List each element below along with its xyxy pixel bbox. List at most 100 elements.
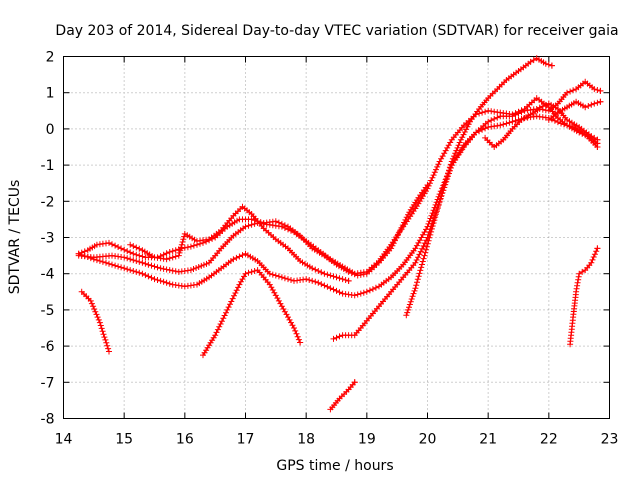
data-point-marker — [405, 306, 412, 313]
data-point-marker — [124, 255, 131, 262]
data-point-marker — [268, 284, 275, 291]
data-point-marker — [354, 291, 361, 298]
data-point-marker — [590, 254, 597, 260]
data-point-marker — [497, 122, 504, 129]
data-point-marker — [169, 248, 176, 255]
data-point-marker — [166, 255, 173, 262]
data-point-marker — [309, 277, 316, 284]
data-point-marker — [574, 279, 581, 286]
data-point-marker — [421, 240, 428, 247]
data-point-marker — [121, 254, 128, 261]
data-point-marker — [430, 172, 437, 179]
data-point-marker — [414, 276, 421, 283]
data-point-marker — [213, 329, 220, 336]
data-point-marker — [436, 158, 443, 165]
data-point-marker — [102, 336, 109, 343]
data-point-marker — [233, 254, 240, 261]
x-tick-label: 16 — [176, 432, 194, 448]
data-point-marker — [413, 257, 420, 263]
series-track-8 — [327, 379, 358, 413]
y-tick-label: 2 — [46, 50, 55, 66]
data-point-marker — [407, 298, 414, 305]
data-point-marker — [459, 134, 466, 141]
data-point-marker — [251, 220, 258, 227]
data-point-marker — [105, 345, 112, 352]
data-point-marker — [118, 264, 125, 271]
data-point-marker — [133, 244, 140, 251]
data-point-marker — [315, 268, 322, 274]
y-tick-label: -5 — [41, 303, 55, 319]
y-tick-label: -7 — [41, 375, 55, 391]
data-point-marker — [330, 273, 337, 280]
data-point-marker — [413, 242, 420, 249]
data-point-marker — [447, 161, 454, 168]
data-point-marker — [455, 142, 462, 149]
data-point-marker — [500, 121, 507, 128]
data-point-marker — [281, 225, 288, 231]
data-point-marker — [91, 306, 98, 312]
data-point-marker — [363, 288, 370, 295]
data-point-marker — [416, 251, 423, 258]
data-point-marker — [419, 245, 426, 252]
data-point-marker — [479, 109, 486, 116]
data-point-marker — [239, 252, 246, 259]
data-point-marker — [414, 279, 420, 286]
data-point-marker — [312, 266, 319, 273]
data-point-marker — [321, 270, 328, 277]
data-point-marker — [476, 128, 483, 135]
data-point-marker — [169, 267, 176, 274]
data-point-marker — [281, 275, 288, 282]
data-point-marker — [428, 228, 435, 235]
data-point-marker — [130, 243, 137, 250]
data-point-marker — [430, 220, 437, 226]
data-point-marker — [432, 214, 439, 221]
data-point-marker — [291, 325, 297, 331]
data-point-marker — [312, 278, 319, 285]
data-point-marker — [433, 166, 439, 173]
x-tick-label: 15 — [115, 432, 133, 448]
y-tick-label: 0 — [46, 122, 55, 138]
grid — [63, 56, 610, 419]
data-point-marker — [406, 301, 413, 308]
data-point-marker — [90, 303, 97, 310]
data-point-marker — [512, 110, 519, 117]
data-point-marker — [426, 234, 433, 241]
data-point-marker — [435, 202, 442, 209]
series-track-1 — [75, 182, 431, 279]
data-point-marker — [151, 263, 158, 270]
data-point-marker — [444, 173, 451, 179]
data-point-marker — [567, 88, 574, 95]
data-point-marker — [235, 284, 242, 291]
data-point-marker — [220, 315, 227, 322]
data-point-marker — [423, 246, 430, 253]
data-point-marker — [241, 273, 247, 280]
data-point-marker — [408, 296, 415, 302]
data-point-marker — [195, 264, 202, 270]
data-point-marker — [124, 248, 131, 255]
data-point-marker — [181, 233, 188, 240]
data-point-marker — [166, 267, 173, 274]
data-point-marker — [133, 251, 140, 258]
data-point-marker — [447, 139, 454, 146]
data-point-marker — [242, 270, 249, 277]
data-point-marker — [512, 117, 519, 124]
data-point-marker — [591, 100, 598, 107]
data-point-marker — [473, 129, 479, 136]
data-point-marker — [236, 281, 243, 288]
data-point-marker — [214, 326, 221, 333]
data-point-marker — [98, 325, 105, 332]
data-point-marker — [457, 136, 464, 143]
data-point-marker — [527, 58, 534, 65]
data-point-marker — [409, 293, 416, 300]
y-tick-label: -6 — [41, 339, 55, 355]
data-point-marker — [536, 106, 543, 112]
data-point-marker — [588, 101, 595, 108]
data-point-marker — [415, 254, 422, 261]
data-point-marker — [200, 261, 207, 268]
y-tick-label: -1 — [41, 158, 55, 174]
data-point-marker — [427, 231, 434, 238]
data-point-marker — [106, 348, 112, 355]
data-point-marker — [351, 379, 358, 386]
data-point-marker — [106, 239, 112, 246]
